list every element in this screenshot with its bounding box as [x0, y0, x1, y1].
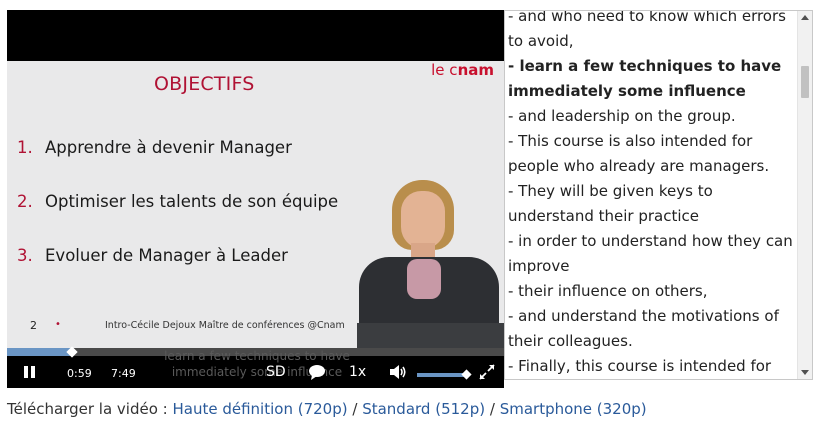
- transcript-line[interactable]: - Finally, this course is intended for: [508, 357, 772, 375]
- objective-item: 3. Evoluer de Manager à Leader: [17, 246, 288, 265]
- transcript-line[interactable]: their colleagues.: [508, 332, 633, 350]
- quality-button[interactable]: SD: [266, 364, 286, 380]
- transcript-line[interactable]: - This course is also intended for: [508, 132, 753, 150]
- volume-slider[interactable]: [417, 373, 467, 377]
- scroll-up-icon[interactable]: [801, 15, 809, 20]
- duration: 7:49: [111, 367, 136, 380]
- transcript-line[interactable]: - and who need to know which errors: [508, 10, 786, 25]
- scrollbar-thumb[interactable]: [801, 66, 809, 98]
- transcript-line[interactable]: - and understand the motivations of: [508, 307, 779, 325]
- download-hd-link[interactable]: Haute définition (720p): [172, 400, 348, 418]
- transcript-line[interactable]: understand their practice: [508, 207, 699, 225]
- cnam-logo: le cnam: [431, 61, 494, 79]
- volume-button[interactable]: [388, 363, 408, 384]
- slide-footer: Intro-Cécile Dejoux Maître de conférence…: [105, 320, 345, 331]
- transcript-scrollbar[interactable]: [797, 11, 812, 379]
- transcript-panel[interactable]: - and who need to know which errors to av…: [504, 10, 813, 380]
- speed-button[interactable]: 1x: [349, 364, 367, 380]
- transcript-text: - and who need to know which errors to av…: [508, 10, 798, 379]
- transcript-line[interactable]: improve: [508, 257, 570, 275]
- transcript-line[interactable]: - in order to understand how they can: [508, 232, 793, 250]
- captions-button[interactable]: [308, 363, 326, 384]
- speaker-icon: [390, 365, 406, 379]
- transcript-line[interactable]: - and leadership on the group.: [508, 107, 736, 125]
- control-bar: 0:59 7:49 SD 1x: [7, 360, 504, 388]
- scroll-down-icon[interactable]: [801, 370, 809, 375]
- separator: /: [489, 400, 495, 418]
- progress-bar[interactable]: [7, 346, 504, 358]
- slide-page-number: 2: [30, 319, 37, 332]
- presenter-image: [337, 175, 504, 352]
- download-standard-link[interactable]: Standard (512p): [362, 400, 486, 418]
- pause-button[interactable]: [24, 366, 38, 380]
- pause-icon: [24, 366, 28, 378]
- volume-handle[interactable]: [460, 369, 472, 380]
- separator: /: [352, 400, 358, 418]
- fullscreen-button[interactable]: [479, 364, 495, 383]
- fullscreen-icon: [479, 364, 495, 380]
- transcript-line[interactable]: - They will be given keys to: [508, 182, 713, 200]
- slide-dot: •: [55, 319, 61, 330]
- speech-bubble-icon: [309, 365, 325, 380]
- video-player[interactable]: OBJECTIFS le cnam 1. Apprendre à devenir …: [7, 10, 504, 388]
- transcript-line[interactable]: to avoid,: [508, 32, 574, 50]
- transcript-line-current[interactable]: immediately some influence: [508, 82, 746, 100]
- download-smartphone-link[interactable]: Smartphone (320p): [499, 400, 647, 418]
- download-label: Télécharger la vidéo :: [7, 400, 168, 418]
- transcript-line-current[interactable]: - learn a few techniques to have: [508, 57, 782, 75]
- progress-fill: [7, 348, 72, 356]
- transcript-line[interactable]: people who already are managers.: [508, 157, 770, 175]
- slide-title: OBJECTIFS: [154, 73, 255, 95]
- download-links: Télécharger la vidéo : Haute définition …: [7, 400, 647, 418]
- transcript-line[interactable]: - their influence on others,: [508, 282, 708, 300]
- subtitle-overlay: learn a few techniques to have immediate…: [164, 349, 350, 379]
- objective-item: 2. Optimiser les talents de son équipe: [17, 192, 339, 211]
- current-time: 0:59: [67, 367, 92, 380]
- objective-item: 1. Apprendre à devenir Manager: [17, 138, 292, 157]
